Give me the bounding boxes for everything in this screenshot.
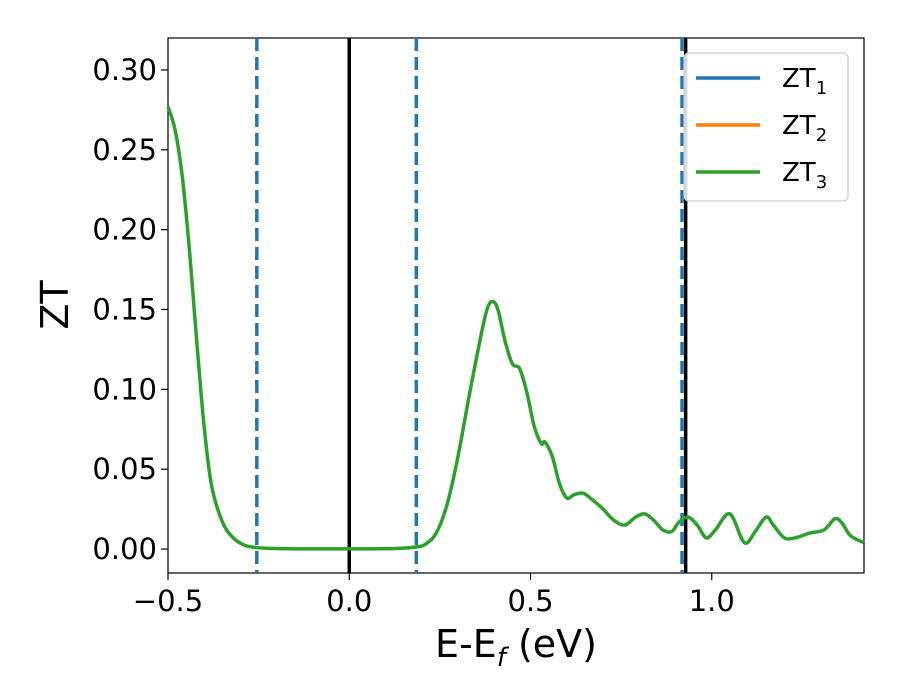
y-tick-label: 0.00 bbox=[92, 532, 157, 566]
legend-box bbox=[683, 52, 849, 202]
y-axis-ticks: 0.00 0.05 0.10 0.15 0.20 0.25 0.30 bbox=[92, 53, 168, 566]
y-tick-label: 0.10 bbox=[92, 372, 157, 406]
legend-label-2: ZT2 bbox=[782, 111, 827, 146]
x-axis-ticks: −0.5 0.0 0.5 1.0 bbox=[133, 573, 735, 618]
x-tick-label: −0.5 bbox=[133, 584, 203, 618]
y-tick-label: 0.15 bbox=[92, 292, 157, 326]
legend-label-3: ZT3 bbox=[782, 158, 827, 193]
y-tick-label: 0.30 bbox=[92, 53, 157, 87]
y-tick-label: 0.20 bbox=[92, 213, 157, 247]
y-tick-label: 0.25 bbox=[92, 133, 157, 167]
series-layer bbox=[166, 106, 865, 551]
x-label-unit: (eV) bbox=[506, 622, 597, 666]
series-line-3 bbox=[166, 106, 865, 551]
legend-label-1: ZT1 bbox=[782, 64, 827, 99]
legend: ZT1 ZT2 ZT3 bbox=[683, 52, 849, 202]
y-axis-label: ZT bbox=[33, 280, 77, 330]
x-tick-label: 0.0 bbox=[326, 584, 372, 618]
x-axis-label: E-Ef (eV) bbox=[435, 622, 597, 673]
y-tick-label: 0.05 bbox=[92, 452, 157, 486]
x-tick-label: 1.0 bbox=[689, 584, 735, 618]
x-label-main: E-E bbox=[435, 622, 497, 666]
x-tick-label: 0.5 bbox=[507, 584, 553, 618]
